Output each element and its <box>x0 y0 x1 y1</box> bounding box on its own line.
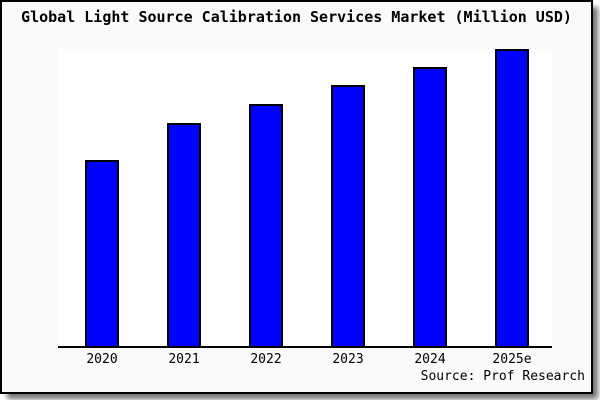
bar-2024 <box>413 67 447 346</box>
x-tick-label-2022: 2022 <box>250 352 282 367</box>
x-tick-label-2024: 2024 <box>414 352 446 367</box>
chart-title: Global Light Source Calibration Services… <box>21 8 572 26</box>
bar-2022 <box>249 104 283 346</box>
x-tick-label-2023: 2023 <box>332 352 364 367</box>
x-axis-labels: 2020 2021 2022 2023 2024 2025e <box>2 352 591 370</box>
chart-frame: Global Light Source Calibration Services… <box>0 0 593 394</box>
bar-2023 <box>331 85 365 346</box>
bar-2021 <box>167 123 201 346</box>
source-note: Source: Prof Research <box>420 369 585 384</box>
plot-area <box>58 49 552 348</box>
x-tick-label-2020: 2020 <box>86 352 118 367</box>
bar-2025e <box>495 49 529 346</box>
x-tick-label-2025e: 2025e <box>492 352 532 367</box>
bar-2020 <box>85 160 119 346</box>
x-tick-label-2021: 2021 <box>168 352 200 367</box>
